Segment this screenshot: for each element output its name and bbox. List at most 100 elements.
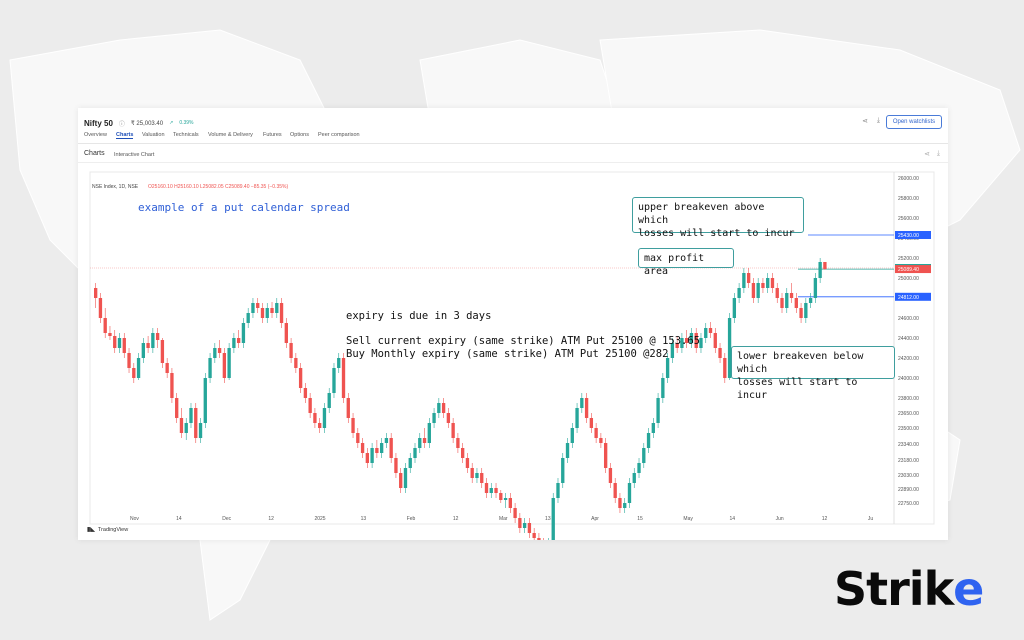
candle-body (808, 298, 813, 303)
candle (570, 423, 574, 448)
candle (594, 423, 598, 443)
share-icon[interactable]: ⋖ (862, 118, 868, 125)
info-icon[interactable]: ⓘ (118, 121, 125, 128)
candle (184, 418, 188, 440)
candle-body (94, 288, 98, 298)
candle-body (279, 303, 284, 323)
x-tick-label: 13 (545, 516, 551, 522)
candlestick-chart[interactable]: 26000.0025800.0025600.0025400.0025200.00… (78, 108, 948, 540)
candle-body (513, 508, 517, 518)
tab-charts[interactable]: Charts (116, 132, 134, 139)
open-watchlists-button[interactable]: Open watchlists (886, 115, 942, 129)
buy-leg-note: Buy Monthly expiry (same strike) ATM Put… (346, 348, 669, 360)
candle (127, 348, 131, 373)
candle-body (451, 423, 455, 438)
y-tick-label: 23800.00 (898, 396, 919, 402)
candle-body (461, 448, 465, 458)
tab-peer-comparison[interactable]: Peer comparison (318, 132, 360, 138)
tab-volume-delivery[interactable]: Volume & Delivery (208, 132, 253, 138)
candle-body (175, 398, 179, 418)
candle (723, 353, 727, 383)
candle (203, 373, 207, 428)
candle-body (766, 278, 770, 288)
candle-body (627, 483, 632, 503)
candle (470, 463, 474, 483)
candle (222, 348, 227, 383)
strike-logo-text: Strik (834, 562, 954, 616)
candle-body (303, 388, 308, 398)
x-tick-label: 12 (268, 516, 274, 522)
x-tick-label: 12 (822, 516, 828, 522)
candle (403, 463, 408, 493)
interactive-chart-label[interactable]: Interactive Chart (114, 152, 155, 158)
tab-overview[interactable]: Overview (84, 132, 107, 138)
upper-breakeven-line-1: upper breakeven above which (638, 202, 765, 226)
candle-body (680, 338, 684, 348)
y-tick-label: 23500.00 (898, 426, 919, 432)
chart-share-icon[interactable]: ⋖ (924, 151, 930, 158)
candle-body (751, 283, 756, 298)
candle-body (637, 463, 641, 473)
candle-body (298, 368, 303, 388)
candle-body (532, 533, 536, 538)
candle (670, 338, 675, 363)
candle-body (441, 403, 446, 413)
candle-body (232, 338, 236, 348)
candle-body (260, 308, 265, 318)
chart-legend-ohlc: O25160.10 H25160.10 L25082.05 C25089.40 … (148, 184, 288, 190)
upper-breakeven-callout: upper breakeven above which losses will … (632, 197, 804, 239)
tradingview-icon: ▮◣ (87, 527, 95, 533)
candle-body (561, 458, 565, 483)
candle (775, 283, 779, 303)
candle-body (213, 348, 217, 358)
candle (813, 273, 818, 303)
candle (780, 293, 784, 313)
y-tick-label: 26000.00 (898, 176, 919, 182)
candle (708, 322, 713, 338)
candle-body (689, 333, 694, 343)
download-icon[interactable]: ⤓ (876, 117, 880, 124)
candle (480, 468, 484, 488)
candle (532, 528, 536, 540)
candle (437, 398, 441, 418)
candle (751, 278, 756, 303)
candle-body (594, 428, 598, 438)
tab-futures[interactable]: Futures (263, 132, 282, 138)
candle (461, 443, 465, 463)
candle-body (565, 443, 570, 458)
tab-options[interactable]: Options (290, 132, 309, 138)
candle-body (551, 498, 555, 540)
chart-download-icon[interactable]: ⤓ (936, 150, 940, 157)
candle (375, 440, 379, 458)
tradingview-label: TradingView (97, 526, 129, 533)
candle-body (480, 473, 484, 483)
candle-body (399, 473, 403, 488)
candle-body (646, 433, 651, 448)
candle (561, 453, 565, 488)
candle (685, 330, 689, 348)
x-tick-label: 13 (361, 516, 367, 522)
candle-body (265, 308, 269, 318)
candle-body (656, 398, 660, 423)
charts-heading: Charts (84, 150, 105, 157)
candle (265, 303, 269, 323)
tab-valuation[interactable]: Valuation (142, 132, 165, 138)
y-tick-label: 22750.00 (898, 501, 919, 507)
candle-body (222, 353, 227, 378)
candle (785, 288, 789, 313)
candle (627, 478, 632, 508)
candle (742, 268, 746, 293)
tab-technicals[interactable]: Technicals (173, 132, 199, 138)
candle (322, 403, 327, 433)
candle (761, 278, 765, 293)
chart-annotation-title: example of a put calendar spread (138, 201, 350, 214)
candle-body (113, 336, 117, 348)
candle (804, 298, 808, 323)
candle-body (165, 363, 169, 373)
candle-body (194, 408, 198, 438)
candle-body (375, 448, 379, 453)
candle-body (618, 498, 622, 508)
candle-body (427, 423, 431, 443)
candle-body (308, 398, 312, 413)
candle (384, 433, 389, 448)
